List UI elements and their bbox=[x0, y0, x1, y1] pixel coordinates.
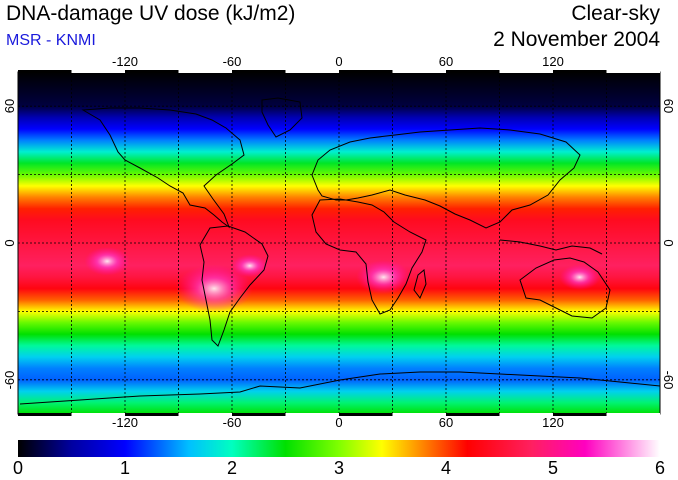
colorbar-label: 2 bbox=[226, 458, 238, 478]
hotspot-andes bbox=[175, 264, 253, 313]
frame-segment bbox=[606, 413, 660, 416]
frame-segment bbox=[71, 413, 125, 416]
coast-africa bbox=[311, 198, 427, 315]
hotspot-brazil bbox=[231, 254, 269, 278]
lon-tick-bottom: 0 bbox=[335, 415, 343, 430]
lat-tick-right: -60 bbox=[661, 370, 676, 390]
frame-lon-ticks bbox=[18, 70, 660, 416]
frame-segment bbox=[392, 70, 446, 73]
lat-tick-left: -60 bbox=[2, 370, 17, 390]
frame-segment bbox=[499, 70, 553, 73]
colorbar-label: 4 bbox=[440, 458, 452, 478]
hotspot-southern-africa bbox=[356, 260, 411, 295]
colorbar-label: 3 bbox=[333, 458, 345, 478]
map-source: MSR - KNMI bbox=[6, 32, 96, 49]
frame-segment bbox=[178, 70, 232, 73]
coast-antarctica bbox=[19, 371, 660, 405]
coast-greenland bbox=[261, 97, 303, 138]
frame-segment bbox=[285, 70, 339, 73]
sky-condition: Clear-sky bbox=[571, 2, 660, 25]
colorbar-label: 6 bbox=[654, 458, 666, 478]
frame-segment bbox=[232, 70, 286, 73]
frame-segment bbox=[125, 70, 179, 73]
frame-segment bbox=[446, 70, 500, 73]
frame-segment bbox=[392, 413, 446, 416]
colorbar-label: 1 bbox=[119, 458, 131, 478]
coast-europe-asia bbox=[311, 127, 581, 229]
lon-tick-bottom: -60 bbox=[222, 415, 242, 430]
lon-tick-top: 60 bbox=[438, 54, 454, 69]
frame-segment bbox=[606, 70, 660, 73]
frame-segment bbox=[553, 70, 607, 73]
frame-segment bbox=[125, 413, 179, 416]
lon-tick-top: 120 bbox=[542, 54, 564, 69]
frame-segment bbox=[339, 70, 393, 73]
lon-tick-top: -60 bbox=[222, 54, 242, 69]
colorbar-label: 5 bbox=[547, 458, 559, 478]
map-title: DNA-damage UV dose (kJ/m2) bbox=[6, 2, 296, 25]
coast-south-america bbox=[199, 225, 269, 347]
frame-segment bbox=[553, 413, 607, 416]
frame-segment bbox=[446, 413, 500, 416]
lon-tick-top: -120 bbox=[111, 54, 139, 69]
lat-tick-left: 60 bbox=[2, 98, 17, 114]
hotspot-northern-australia bbox=[559, 264, 601, 291]
lat-tick-right: 0 bbox=[661, 239, 676, 247]
uv-hotspots bbox=[84, 247, 601, 313]
frame-segment bbox=[18, 413, 72, 416]
coast-north-america bbox=[81, 107, 245, 229]
frame-segment bbox=[71, 70, 125, 73]
coast-madagascar bbox=[413, 269, 427, 299]
coast-maritime-se-asia bbox=[499, 239, 603, 255]
hotspot-tropical-south-pacific bbox=[84, 247, 130, 276]
lat-tick-right: 60 bbox=[661, 98, 676, 114]
frame-segment bbox=[339, 413, 393, 416]
colorbar-label: 0 bbox=[12, 458, 24, 478]
frame-segment bbox=[499, 413, 553, 416]
map-date: 2 November 2004 bbox=[493, 28, 660, 51]
lon-tick-bottom: 120 bbox=[542, 415, 564, 430]
lon-tick-bottom: -120 bbox=[111, 415, 139, 430]
frame-segment bbox=[18, 70, 72, 73]
graticule-grid bbox=[18, 72, 660, 414]
frame-segment bbox=[285, 413, 339, 416]
frame-segment bbox=[178, 413, 232, 416]
lon-tick-bottom: 60 bbox=[438, 415, 454, 430]
frame-segment bbox=[232, 413, 286, 416]
lat-tick-left: 0 bbox=[2, 239, 17, 247]
colorbar bbox=[18, 440, 660, 457]
coast-australia bbox=[519, 257, 611, 319]
coastlines bbox=[19, 97, 660, 405]
lon-tick-top: 0 bbox=[335, 54, 343, 69]
